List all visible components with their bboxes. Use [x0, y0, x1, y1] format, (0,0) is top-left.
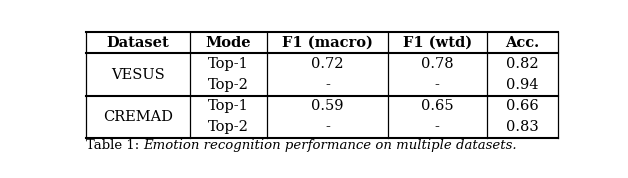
Text: Mode: Mode: [206, 36, 251, 50]
Text: -: -: [435, 78, 440, 92]
Text: F1 (wtd): F1 (wtd): [403, 36, 472, 50]
Text: Top-2: Top-2: [208, 120, 249, 134]
Text: 0.65: 0.65: [421, 99, 453, 113]
Text: 0.78: 0.78: [421, 57, 453, 71]
Text: VESUS: VESUS: [111, 67, 165, 82]
Text: CREMAD: CREMAD: [103, 110, 173, 124]
Text: Emotion recognition performance on multiple datasets.: Emotion recognition performance on multi…: [143, 138, 517, 152]
Text: Top-1: Top-1: [208, 99, 249, 113]
Text: 0.94: 0.94: [506, 78, 538, 92]
Text: Top-2: Top-2: [208, 78, 249, 92]
Text: 0.59: 0.59: [311, 99, 344, 113]
Text: -: -: [325, 78, 330, 92]
Text: F1 (macro): F1 (macro): [282, 36, 373, 50]
Text: 0.83: 0.83: [506, 120, 539, 134]
Text: Table 1:: Table 1:: [86, 138, 143, 152]
Text: Top-1: Top-1: [208, 57, 249, 71]
Text: 0.66: 0.66: [506, 99, 539, 113]
Text: 0.72: 0.72: [311, 57, 344, 71]
Text: 0.82: 0.82: [506, 57, 539, 71]
Text: -: -: [435, 120, 440, 134]
Text: Acc.: Acc.: [505, 36, 539, 50]
Text: Dataset: Dataset: [107, 36, 170, 50]
Text: -: -: [325, 120, 330, 134]
